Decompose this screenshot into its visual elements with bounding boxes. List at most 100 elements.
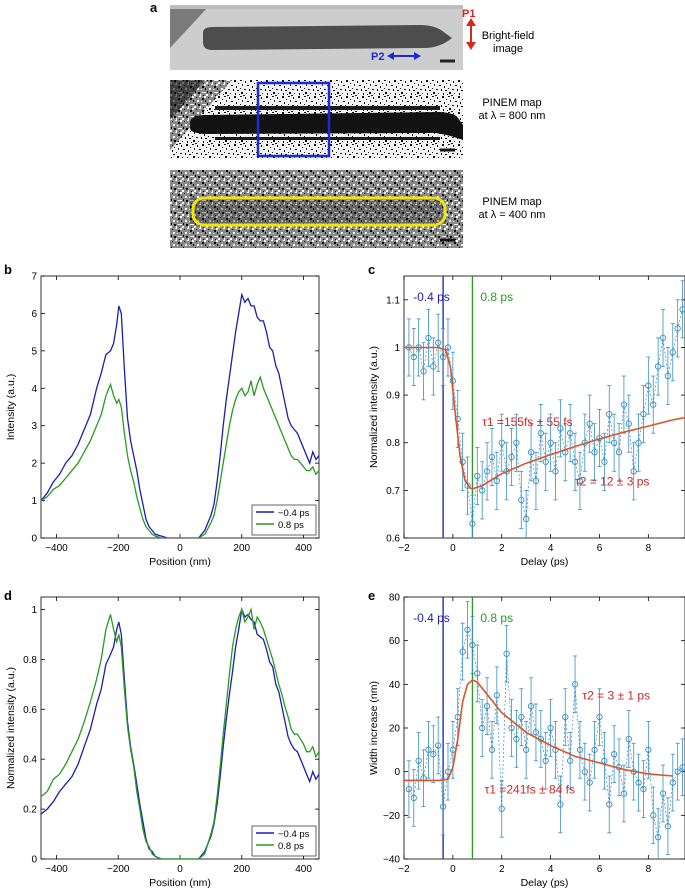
- x-tick-label: −400: [45, 864, 68, 875]
- data-point: [591, 449, 598, 456]
- plot-frame: [403, 596, 685, 860]
- data-point: [650, 812, 657, 819]
- data-point: [654, 834, 662, 841]
- p2-label: P2: [371, 51, 384, 63]
- x-tick-label: −2: [398, 543, 410, 554]
- y-axis-label: Normalized intensity (a.u.): [368, 346, 380, 468]
- x-tick-label: 200: [233, 864, 250, 875]
- data-point: [557, 801, 564, 808]
- series-line-0-8-ps: [41, 375, 319, 538]
- data-point: [488, 746, 496, 753]
- panel-letter-a: a: [150, 0, 158, 15]
- data-point: [625, 735, 632, 743]
- legend: −0.4 ps0.8 ps: [251, 825, 317, 857]
- y-axis-label: Width increase (nm): [368, 681, 380, 775]
- y-tick-label: 0.6: [23, 705, 37, 716]
- y-tick-label: 0.8: [23, 655, 37, 666]
- y-tick-label: 2: [31, 459, 37, 470]
- data-point: [674, 768, 681, 775]
- data-point: [581, 768, 588, 775]
- y-tick-label: 80: [389, 593, 401, 604]
- data-point: [669, 349, 676, 356]
- plot-area: [404, 276, 685, 538]
- data-point: [518, 496, 525, 504]
- data-point: [635, 779, 642, 786]
- vline-label: 0.8 ps: [480, 290, 513, 304]
- data-point: [606, 410, 613, 418]
- data-point: [464, 482, 471, 489]
- data-point: [596, 713, 603, 721]
- x-axis-label: Position (nm): [149, 556, 211, 568]
- data-point: [542, 458, 549, 465]
- data-point: [567, 757, 574, 764]
- x-tick-label: 400: [295, 543, 312, 554]
- x-tick-label: −200: [107, 864, 130, 875]
- data-point: [664, 372, 672, 380]
- plot-area: [41, 607, 319, 859]
- pinem-map-800: [170, 80, 463, 158]
- x-axis-label: Delay (ps): [521, 877, 569, 889]
- legend-entry: 0.8 ps: [278, 841, 304, 852]
- tau-annotation: τ1 =241fs ± 84 fs: [485, 783, 575, 797]
- caption-pinem-800: PINEM map at λ = 800 nm: [479, 97, 546, 122]
- data-point: [493, 692, 501, 699]
- data-point: [654, 363, 662, 370]
- data-point: [464, 626, 471, 633]
- data-point: [571, 458, 579, 465]
- data-point: [474, 670, 481, 677]
- y-tick-label: 5: [31, 346, 37, 357]
- p1-label: P1: [462, 8, 475, 20]
- x-tick-label: 4: [548, 543, 554, 554]
- y-tick-label: 1: [394, 343, 400, 354]
- y-tick-label: −40: [383, 855, 400, 866]
- data-point: [664, 823, 672, 830]
- data-point: [435, 339, 442, 346]
- data-point: [552, 468, 559, 475]
- data-point: [439, 803, 447, 810]
- y-tick-label: 0: [31, 534, 37, 545]
- y-tick-label: 0.7: [386, 486, 400, 497]
- data-point: [610, 751, 618, 758]
- y-axis-label: Normalized intensity (a.u.): [5, 667, 17, 789]
- panel-letter-e: e: [368, 588, 375, 603]
- fit-curve: [404, 679, 673, 782]
- data-point: [542, 757, 549, 764]
- plot-area: [41, 292, 319, 538]
- data-point: [444, 344, 452, 351]
- y-tick-label: −20: [383, 811, 400, 822]
- series-line-minus-0-4-ps: [41, 607, 319, 859]
- legend-entry: 0.8 ps: [278, 520, 304, 531]
- data-point: [410, 794, 417, 802]
- tau-annotation: τ2 = 12 ± 3 ps: [575, 475, 649, 489]
- data-point: [523, 746, 530, 753]
- x-axis-label: Delay (ps): [521, 556, 569, 568]
- data-point: [610, 439, 618, 446]
- data-point: [415, 757, 422, 764]
- data-point: [620, 401, 628, 408]
- y-tick-label: 0.6: [386, 534, 400, 545]
- x-tick-label: 0: [177, 864, 183, 875]
- data-point: [430, 751, 437, 758]
- data-point: [645, 382, 652, 389]
- panel-a: a P1 P2 Bright-field image: [150, 0, 545, 248]
- data-point: [479, 724, 486, 732]
- data-point: [567, 430, 574, 437]
- x-tick-label: 4: [548, 864, 554, 875]
- y-axis-label: Intensity (a.u.): [5, 374, 17, 441]
- data-point: [537, 430, 544, 437]
- data-point: [640, 785, 647, 793]
- blue-roi-box: [256, 81, 331, 158]
- data-point: [679, 306, 685, 313]
- x-tick-label: 0: [450, 543, 456, 554]
- data-point: [586, 779, 593, 786]
- data-point: [645, 746, 652, 753]
- data-point: [591, 746, 598, 753]
- data-connector-line: [408, 628, 683, 838]
- caption-pinem-400: PINEM map at λ = 400 nm: [479, 196, 546, 221]
- data-point: [498, 805, 505, 812]
- y-tick-label: 60: [389, 636, 401, 647]
- series-line-minus-0-4-ps: [41, 292, 319, 538]
- x-tick-label: 8: [646, 864, 652, 875]
- data-point: [679, 764, 685, 771]
- data-point: [527, 703, 535, 710]
